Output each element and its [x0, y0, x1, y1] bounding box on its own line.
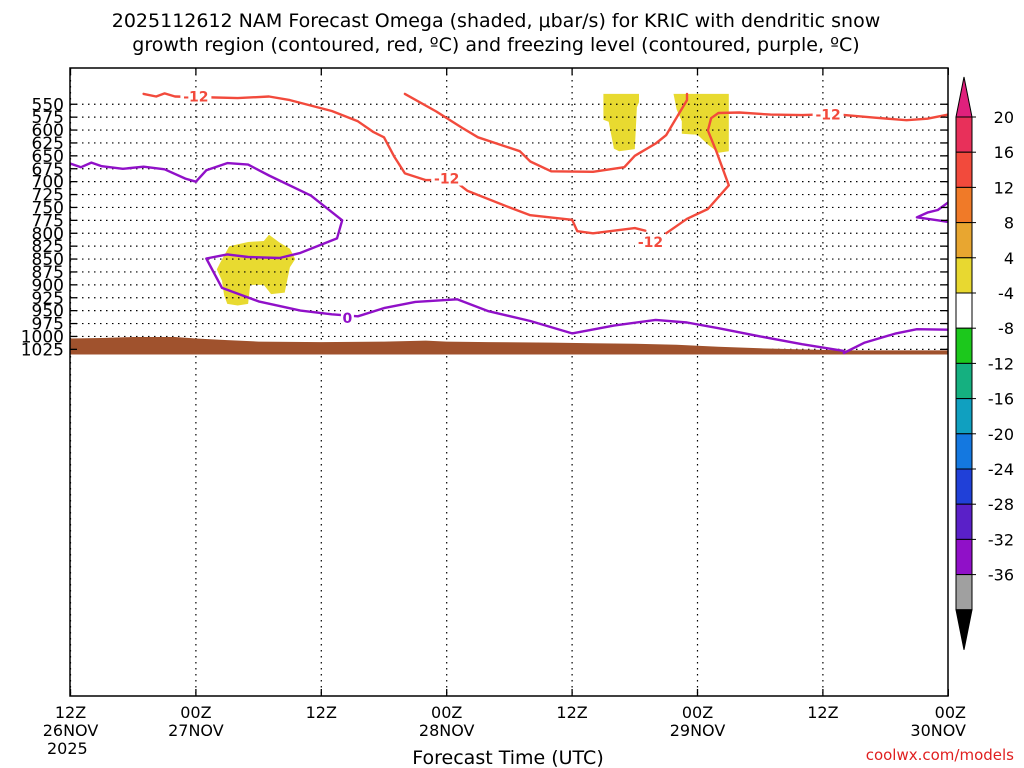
y-tick-label: 850 [32, 250, 64, 270]
x-tick-label: 12Z [556, 703, 587, 722]
colorbar-label: -24 [988, 460, 1014, 479]
x-tick-date: 30NOV [910, 721, 966, 740]
chart-title-line2: growth region (contoured, red, ºC) and f… [132, 34, 859, 56]
terrain-layer [70, 337, 948, 355]
contour-line [842, 328, 948, 355]
omega-shaded-region [216, 234, 296, 306]
omega-shaded-region [673, 93, 729, 153]
contour-label-bg [634, 234, 666, 250]
y-tick-label: 625 [32, 134, 64, 154]
x-tick-label: 12Z [807, 703, 838, 722]
colorbar-segment [955, 257, 973, 294]
contour-label-bg [340, 309, 354, 325]
y-tick-label: 875 [32, 263, 64, 283]
colorbar-segment [955, 574, 973, 611]
y-tick-label: 900 [32, 276, 64, 296]
colorbar-segment [955, 116, 973, 153]
colorbar-label: 8 [1004, 214, 1014, 233]
colorbar-label: -8 [998, 319, 1014, 338]
colorbar-label: -16 [988, 390, 1014, 409]
colorbar-label: -32 [988, 530, 1014, 549]
x-tick-label: 12Z [55, 703, 86, 722]
contour-lines-layer [70, 92, 948, 355]
contour-label: 0 [343, 311, 353, 327]
y-tick-label: 750 [32, 198, 64, 218]
contour-label-bg [180, 88, 212, 104]
y-tick-label: 925 [32, 289, 64, 309]
y-tick-label: 575 [32, 108, 64, 128]
y-axis: 5505756006256506757007257507758008258508… [21, 95, 948, 360]
y-tick-label: 725 [32, 186, 64, 206]
x-tick-label: 00Z [180, 703, 211, 722]
colorbar-segment [955, 398, 973, 435]
contour-line [70, 161, 845, 353]
colorbar-label: 4 [1004, 249, 1014, 268]
colorbar: 20 16 12 8 4 -4 -8 -12 -16 -20 -24 -28 -32 -36 [955, 76, 1014, 650]
x-tick-label: 00Z [682, 703, 713, 722]
colorbar-label: -12 [988, 354, 1014, 373]
y-tick-label: 775 [32, 211, 64, 231]
colorbar-segment [955, 468, 973, 505]
colorbar-label: -20 [988, 425, 1014, 444]
y-tick-label: 825 [32, 237, 64, 257]
colorbar-segment [955, 503, 973, 540]
y-tick-label: 1025 [21, 340, 64, 360]
y-tick-label: 550 [32, 95, 64, 115]
y-tick-label: 650 [32, 147, 64, 167]
colorbar-bottom-arrow [955, 609, 973, 650]
colorbar-segment [955, 327, 973, 364]
credit-text: coolwx.com/models [866, 746, 1014, 764]
colorbar-label: 12 [994, 178, 1014, 197]
colorbar-segment [955, 222, 973, 259]
x-tick-date: 26NOV [43, 721, 99, 740]
colorbar-segment [955, 151, 973, 188]
contour-line [915, 201, 948, 224]
contour-label: -12 [815, 108, 840, 124]
omega-shading-layer [216, 93, 729, 306]
plot-frame [69, 67, 949, 697]
colorbar-segment [955, 433, 973, 470]
y-tick-label: 1000 [21, 327, 64, 347]
y-tick-label: 700 [32, 173, 64, 193]
x-tick-date: 29NOV [670, 721, 726, 740]
colorbar-segment [955, 362, 973, 400]
x-tick-label: 00Z [431, 703, 462, 722]
plot-area: -12 -12 -12 -12 0 [70, 68, 948, 696]
colorbar-label: -28 [988, 495, 1014, 514]
contour-labels-layer: -12 -12 -12 -12 0 [180, 88, 844, 327]
x-axis-label: Forecast Time (UTC) [412, 747, 603, 768]
colorbar-label: 20 [994, 108, 1014, 127]
colorbar-top-arrow [955, 76, 973, 118]
colorbar-segment [955, 186, 973, 224]
contour-label: -12 [434, 172, 459, 188]
chart-title-line1: 2025112612 NAM Forecast Omega (shaded, μ… [112, 10, 881, 32]
x-tick-date: 27NOV [168, 721, 224, 740]
x-tick-year: 2025 [47, 739, 88, 758]
y-tick-label: 800 [32, 224, 64, 244]
contour-label-bg [812, 106, 844, 122]
contour-line [403, 92, 689, 174]
x-tick-label: 12Z [306, 703, 337, 722]
omega-shaded-region [603, 93, 639, 152]
colorbar-label: 16 [994, 143, 1014, 162]
y-tick-label: 950 [32, 302, 64, 322]
grid-layer [70, 68, 948, 696]
x-tick-date: 28NOV [419, 721, 475, 740]
colorbar-label: -4 [998, 284, 1014, 303]
colorbar-segment [955, 292, 973, 329]
y-tick-label: 675 [32, 160, 64, 180]
contour-label: -12 [183, 90, 208, 106]
contour-label-bg [431, 170, 463, 186]
colorbar-label: -36 [988, 566, 1014, 585]
y-tick-label: 975 [32, 315, 64, 335]
colorbar-segment [955, 538, 973, 576]
y-tick-label: 600 [32, 121, 64, 141]
contour-label: -12 [638, 235, 663, 251]
contour-line [142, 92, 647, 235]
x-tick-label: 00Z [935, 703, 966, 722]
terrain-fill [70, 337, 948, 355]
contour-line [664, 111, 948, 235]
